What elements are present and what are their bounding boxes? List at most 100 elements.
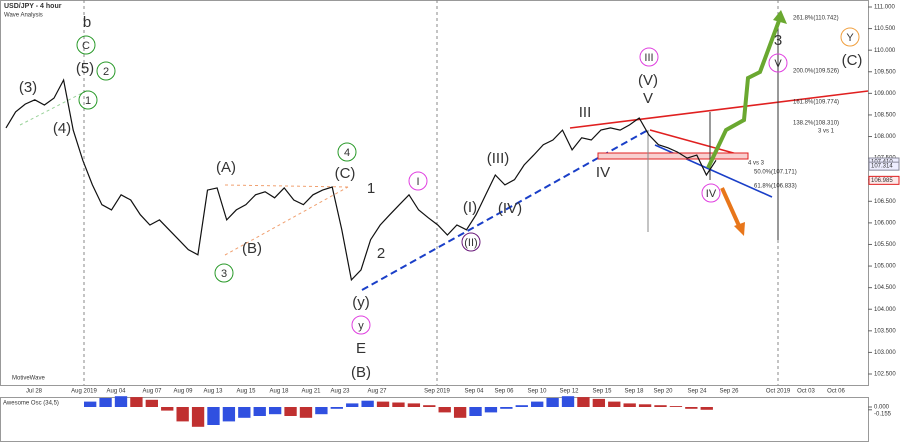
x-tick-label: Sep 10 — [527, 389, 547, 395]
y-tick-label: 110.000 — [874, 48, 896, 54]
osc-bar — [484, 407, 498, 413]
fib-label: 50.0%(107.171) — [754, 170, 797, 176]
wave-label: b — [83, 14, 91, 31]
wave-label: I — [416, 176, 419, 188]
osc-bar — [238, 407, 251, 418]
y-tick-label: 108.500 — [874, 113, 896, 119]
osc-bar — [145, 399, 158, 407]
osc-bar — [577, 397, 590, 407]
arrow-head — [734, 222, 745, 236]
osc-bar — [253, 407, 266, 416]
osc-bar — [638, 404, 652, 407]
osc-bar — [546, 398, 559, 407]
osc-bar — [515, 405, 528, 407]
y-tick-label: 106.500 — [874, 199, 896, 205]
y-tick-label: 105.500 — [874, 242, 896, 248]
wave-circle — [78, 90, 98, 110]
wave-circle — [351, 315, 371, 335]
osc-bar — [376, 401, 390, 407]
x-tick-label: Sep 18 — [624, 389, 644, 395]
wave-label: (B) — [242, 240, 262, 257]
wave-label: 3 — [774, 32, 782, 49]
osc-bar — [685, 407, 698, 409]
wave-label: (C) — [842, 52, 863, 69]
fib-label: 61.8%(106.833) — [754, 184, 797, 190]
x-tick-label: Aug 18 — [269, 389, 289, 395]
x-tick-label: Sep 2019 — [424, 389, 450, 395]
wave-label: 2 — [377, 245, 385, 262]
osc-bar — [407, 403, 421, 407]
wave-label: 3 — [221, 268, 227, 280]
osc-bar — [330, 407, 343, 409]
y-tick-label: 105.000 — [874, 264, 896, 270]
price-label: 107.314 — [871, 164, 893, 170]
dashed-line — [224, 184, 349, 188]
zone — [597, 152, 749, 160]
wave-label: (y) — [352, 294, 370, 311]
price-label: 106.985 — [871, 178, 893, 184]
osc-bar — [361, 400, 374, 407]
osc-tick-label: 0.000 — [874, 405, 890, 411]
wave-label: 2 — [103, 66, 109, 78]
x-tick-label: Sep 12 — [559, 389, 579, 395]
x-tick-label: Aug 23 — [330, 389, 350, 395]
wave-circle — [461, 232, 481, 252]
dashed-line — [19, 89, 89, 126]
osc-bar — [176, 407, 189, 422]
osc-bar — [284, 407, 297, 416]
subtitle: Wave Analysis — [4, 13, 43, 19]
wave-circle — [76, 35, 96, 55]
x-tick-label: Sep 26 — [719, 389, 739, 395]
x-tick-label: Sep 06 — [494, 389, 514, 395]
osc-bar — [438, 407, 451, 413]
wave-label: (4) — [53, 120, 71, 137]
osc-bar — [299, 407, 313, 418]
wave-label: (IV) — [498, 200, 522, 217]
osc-bar — [84, 401, 97, 407]
wave-label: (C) — [335, 165, 356, 182]
y-tick-label: 102.500 — [874, 372, 896, 378]
wave-label: (II) — [464, 237, 477, 249]
osc-bar — [268, 407, 282, 415]
trend-line — [569, 90, 869, 129]
y-tick-label: 103.000 — [874, 350, 896, 356]
osc-bar — [623, 403, 636, 407]
osc-bar — [531, 401, 544, 407]
osc-bar — [592, 398, 606, 407]
y-tick-label: 111.000 — [874, 5, 895, 11]
wave-label: E — [356, 340, 366, 357]
osc-bar — [608, 401, 621, 407]
x-tick-label: Aug 09 — [173, 389, 193, 395]
wave-label: (B) — [351, 364, 371, 381]
osc-bar — [392, 402, 405, 407]
wave-label: 1 — [367, 180, 375, 197]
x-tick-label: Oct 06 — [827, 389, 845, 395]
fib-label: 138.2%(108.310) — [793, 121, 839, 127]
wave-circle — [840, 27, 860, 47]
wave-circle — [768, 53, 788, 73]
osc-bar — [423, 405, 436, 407]
x-tick-label: Aug 13 — [203, 389, 223, 395]
y-tick-label: 109.500 — [874, 69, 896, 75]
wave-label: (V) — [638, 72, 658, 89]
x-tick-label: Jul 28 — [26, 389, 43, 395]
brand: MotiveWave — [12, 376, 45, 382]
fib-label: 161.8%(109.774) — [793, 100, 839, 106]
x-tick-label: Sep 15 — [592, 389, 612, 395]
y-tick-label: 106.000 — [874, 220, 896, 226]
projection-arrow — [720, 187, 742, 229]
osc-bar — [207, 407, 220, 425]
osc-title: Awesome Osc (34,5) — [3, 401, 59, 407]
wave-circle — [701, 183, 721, 203]
x-tick-label: Aug 27 — [367, 389, 387, 395]
fib-label: 261.8%(110.742) — [793, 16, 839, 22]
wave-label: (III) — [487, 150, 510, 167]
y-tick-label: 104.500 — [874, 285, 896, 291]
x-tick-label: Sep 24 — [687, 389, 707, 395]
layer: 111.000110.500110.000109.500109.000108.5… — [5, 5, 900, 427]
price-box — [868, 175, 900, 185]
osc-frame — [0, 397, 869, 442]
osc-bar — [114, 396, 128, 407]
